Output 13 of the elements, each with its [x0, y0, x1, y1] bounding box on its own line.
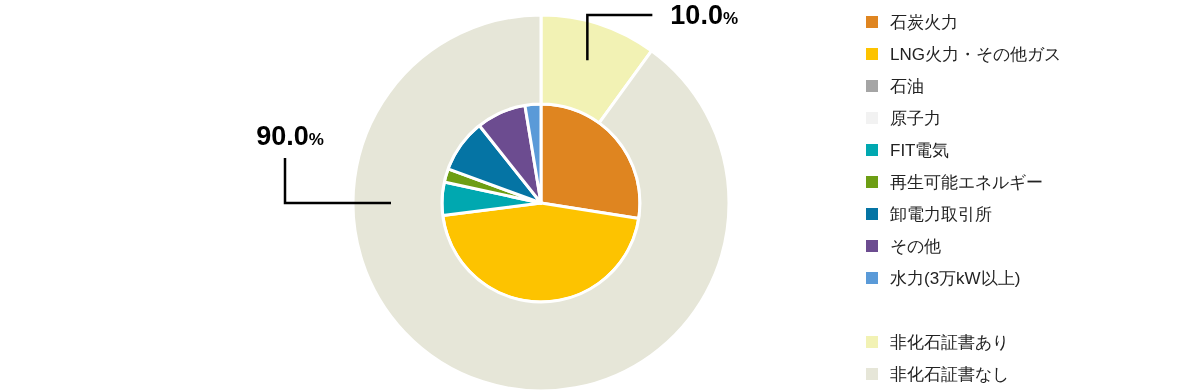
legend-label: 石油 — [890, 77, 924, 96]
legend-label: 石炭火力 — [890, 13, 958, 32]
legend-label: 卸電力取引所 — [890, 205, 992, 224]
data-label: 90.0% — [256, 121, 324, 151]
legend-label: 水力(3万kW以上) — [890, 269, 1021, 288]
legend-label: その他 — [890, 237, 941, 256]
legend-label: FIT電気 — [890, 141, 950, 160]
legend-label: 再生可能エネルギー — [890, 173, 1043, 192]
legend-label: 非化石証書あり — [890, 333, 1009, 352]
legend-label: 非化石証書なし — [890, 365, 1009, 384]
legend-label: 原子力 — [890, 109, 941, 128]
legend-label: LNG火力・その他ガス — [890, 45, 1061, 64]
data-label: 10.0% — [670, 0, 739, 30]
